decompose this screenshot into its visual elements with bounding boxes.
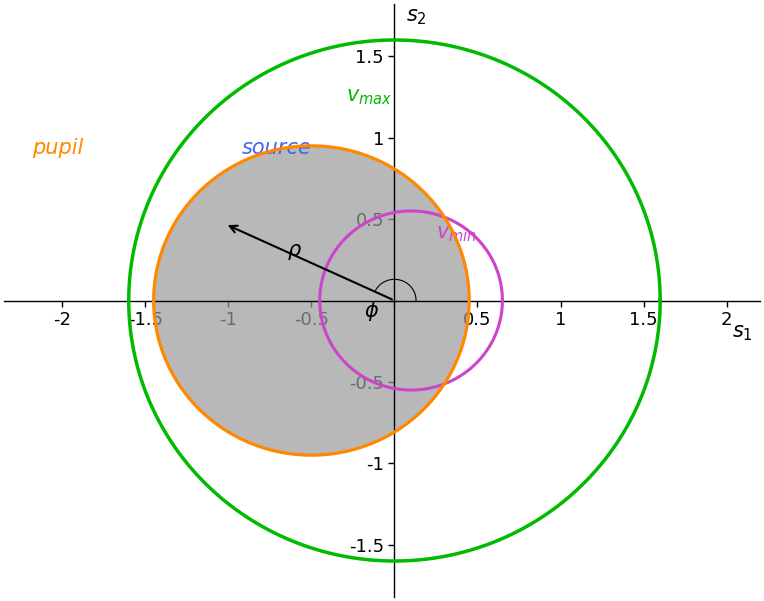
Text: $v_{min}$: $v_{min}$ xyxy=(436,224,477,244)
Text: $v_{max}$: $v_{max}$ xyxy=(346,88,393,108)
Text: $s_2$: $s_2$ xyxy=(406,7,427,28)
Polygon shape xyxy=(128,146,469,455)
Text: source: source xyxy=(241,138,312,158)
Text: $\rho$: $\rho$ xyxy=(287,242,303,261)
Text: $s_1$: $s_1$ xyxy=(733,323,753,343)
Text: $\phi$: $\phi$ xyxy=(364,299,380,323)
Text: pupil: pupil xyxy=(32,138,83,158)
